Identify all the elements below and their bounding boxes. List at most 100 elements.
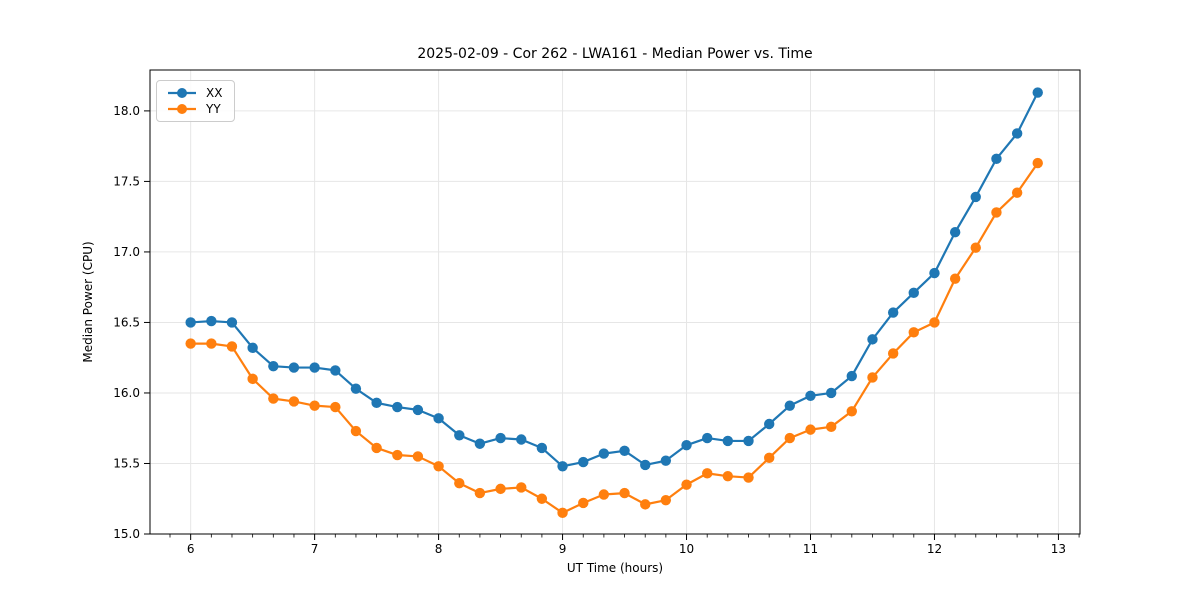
series-yy-marker [226,341,238,352]
series-xx-marker [908,287,919,299]
series-yy-marker [309,400,320,411]
series-yy-marker [247,373,258,385]
series-yy-marker [185,338,196,349]
x-tick-label: 10 [679,542,694,556]
series-xx-marker [887,307,899,318]
series-xx-marker [206,315,217,327]
series-xx-marker [825,387,837,399]
series-xx-line [189,91,1039,468]
series-yy-marker [702,468,713,479]
series-xx-marker [578,456,589,468]
x-tick-label: 6 [187,542,195,556]
y-axis-label: Median Power (CPU) [81,241,95,363]
series-xx-marker [660,455,672,466]
series-xx-marker [557,461,568,472]
series-xx-marker [226,317,238,328]
y-tick-label: 18.0 [113,104,140,118]
series-yy-marker [867,372,878,383]
series-xx-marker [640,459,651,471]
series-xx-marker [867,334,878,345]
series-yy-marker [454,478,465,489]
series-yy-marker [412,451,424,462]
series-xx-marker [454,430,465,441]
series-yy-marker [660,494,672,506]
series-xx-marker [743,435,754,447]
x-tick-label: 7 [311,542,319,556]
series-yy-marker [288,396,300,407]
y-tick-label: 15.0 [113,527,140,541]
series-yy-marker [681,479,692,490]
series-xx-marker [619,445,630,456]
series-yy-marker [206,338,217,349]
legend-item-xx: XX [166,86,222,100]
x-tick-label: 8 [435,542,443,556]
legend-item-yy: YY [166,102,222,116]
series-xx-marker [1032,87,1043,98]
series-yy-marker [495,483,506,495]
series-yy-marker [846,406,857,417]
series-xx-marker [784,400,795,411]
series-xx-marker [433,413,444,424]
series-yy-marker [805,424,816,435]
series-xx-marker [268,360,279,372]
series-yy-marker [350,425,362,437]
series-yy-marker [722,470,734,482]
x-tick-label: 13 [1051,542,1066,556]
series-xx-marker [846,370,857,382]
series-xx-marker [309,362,320,373]
y-tick-label: 17.5 [113,175,140,189]
series-xx-marker [722,435,734,447]
series-xx-marker [805,390,816,401]
series-xx-marker [929,267,940,279]
x-axis-label: UT Time (hours) [566,561,664,575]
series-yy-marker [598,489,610,500]
series-xx-marker [681,439,692,451]
series-yy-marker [392,449,403,461]
series-xx-marker [516,434,527,445]
chart-title: 2025-02-09 - Cor 262 - LWA161 - Median P… [417,46,813,62]
y-tick-label: 17.0 [113,245,140,259]
series-yy-marker [619,487,630,499]
y-tick-label: 16.5 [113,316,140,330]
series-yy-marker [536,493,548,504]
x-tick-label: 12 [927,542,942,556]
series-yy-marker [578,497,589,509]
series-xx-marker [495,432,506,444]
series-xx-marker [412,404,424,416]
series-yy-marker [1011,187,1023,198]
series-xx-marker [536,442,548,454]
series-yy-marker [640,499,651,510]
series-xx-marker [949,226,961,238]
series-xx-marker [1011,128,1023,139]
series-xx-marker [371,397,382,409]
series-yy-marker [371,442,382,454]
series-yy-marker [764,452,775,464]
legend-label-xx: XX [206,86,223,100]
series-xx-marker [392,401,403,413]
legend: XX YY [156,80,236,122]
series-xx-marker [330,365,341,376]
series-yy-marker [474,487,486,499]
series-yy-marker [991,207,1002,218]
series-xx-marker [474,438,486,449]
y-tick-label: 16.0 [113,386,140,400]
series-yy-marker [949,273,961,284]
series-xx-marker [185,317,196,328]
series-xx-marker [702,432,713,444]
series-yy-marker [825,421,837,433]
series-xx-marker [991,153,1002,165]
series-yy-line [189,161,1039,514]
axes-frame [149,69,1081,535]
x-tick-label: 9 [559,542,567,556]
series-yy-marker [887,348,899,359]
series-yy-marker [330,401,341,413]
series-yy-marker [970,242,981,253]
series-yy-marker [743,472,754,483]
series-xx-marker [970,191,981,203]
series-xx-marker [247,342,258,354]
y-tick-label: 15.5 [113,457,140,471]
series-yy-marker [557,507,568,519]
series-yy-marker [433,461,444,472]
